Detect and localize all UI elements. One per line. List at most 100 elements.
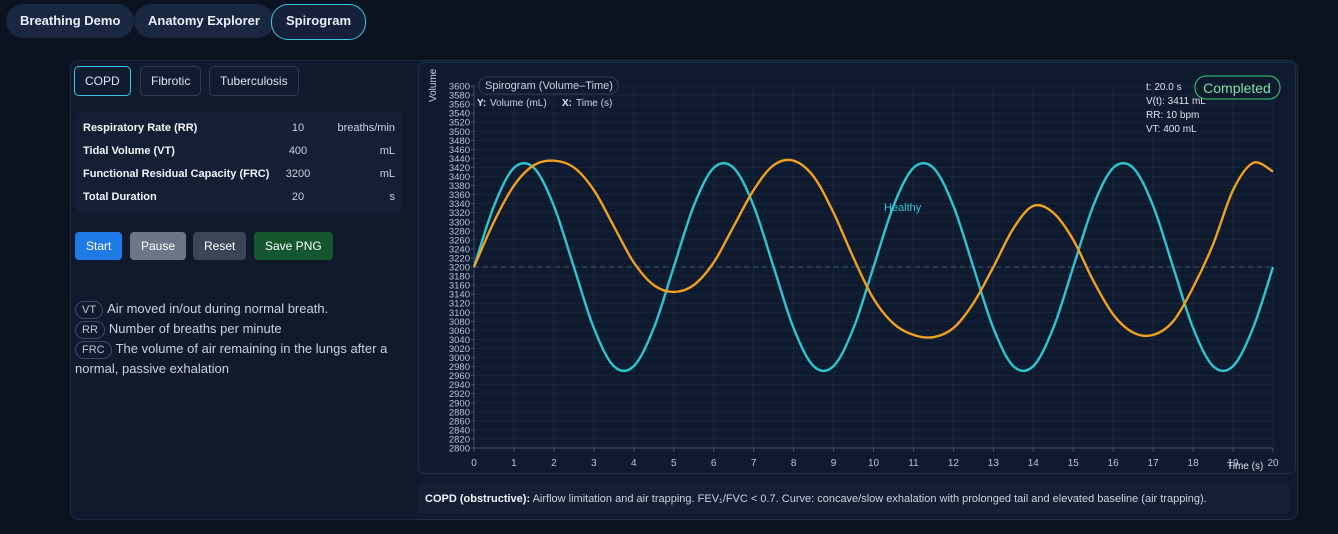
x-tick-label: 16 xyxy=(1108,458,1120,469)
y-hint-key: Y: xyxy=(477,98,486,109)
glossary-text: The volume of air remaining in the lungs… xyxy=(75,341,388,376)
x-tick-label: 20 xyxy=(1267,458,1279,469)
x-tick-label: 1 xyxy=(511,458,517,469)
button[interactable]: Reset xyxy=(193,232,247,260)
y-tick-label: 3440 xyxy=(449,154,470,165)
badge xyxy=(1194,75,1281,100)
y-tick-label: 3180 xyxy=(449,272,470,283)
y-tick-label: 3160 xyxy=(449,281,470,292)
status-line: t: 20.0 s xyxy=(1146,82,1182,93)
y-tick-label: 3200 xyxy=(449,263,470,274)
y-tick-label: 2800 xyxy=(449,444,470,455)
x-tick-label: 13 xyxy=(988,458,1000,469)
status-line: VT: 400 mL xyxy=(1146,124,1197,135)
y-tick-label: 3240 xyxy=(449,244,470,255)
y-tick-label: 3580 xyxy=(449,91,470,102)
condition-tab[interactable]: COPD xyxy=(74,66,131,96)
param-row: Total Duration 20 s xyxy=(83,191,395,209)
y-tick-label: 3260 xyxy=(449,235,470,246)
button[interactable]: Start xyxy=(75,232,123,260)
y-tick-label: 3380 xyxy=(449,181,470,192)
x-tick-label: 11 xyxy=(908,458,919,469)
y-tick-label: 2840 xyxy=(449,425,470,436)
param-value: 10 xyxy=(291,122,305,134)
chart: 2800282028402860288029002920294029602980… xyxy=(428,68,1281,472)
button[interactable]: Save PNG xyxy=(254,232,333,260)
y-tick-label: 3520 xyxy=(449,118,470,129)
y-tick-label: 2880 xyxy=(449,407,470,418)
param-label: Respiratory Rate (RR) xyxy=(83,122,198,134)
chart-title: Spirogram (Volume–Time) xyxy=(485,80,613,92)
y-tick-label: 2900 xyxy=(449,398,470,409)
y-tick-label: 2980 xyxy=(449,362,470,373)
x-tick-label: 5 xyxy=(671,458,677,469)
params-table: Respiratory Rate (RR) 10 breaths/min Tidal … xyxy=(76,112,402,212)
y-tick-label: 3400 xyxy=(449,172,470,183)
nav-tab[interactable]: Spirogram xyxy=(271,4,367,40)
nav-tab[interactable]: Anatomy Explorer xyxy=(134,4,274,38)
y-tick-label: 3420 xyxy=(449,163,470,174)
glossary-abbr: RR xyxy=(75,321,105,339)
y-tick-label: 3060 xyxy=(449,326,470,337)
y-tick-label: 3340 xyxy=(449,199,470,210)
y-tick-label: 3360 xyxy=(449,190,470,201)
x-tick-label: 19 xyxy=(1227,458,1239,469)
y-tick-label: 2940 xyxy=(449,380,470,391)
condition-tab[interactable]: Fibrotic xyxy=(140,66,202,96)
y-tick-label: 3600 xyxy=(449,82,470,93)
param-row: Respiratory Rate (RR) 10 breaths/min xyxy=(83,122,395,140)
y-tick-label: 3220 xyxy=(449,253,470,264)
y-tick-label: 3040 xyxy=(449,335,470,346)
status-line: V(t): 3411 mL xyxy=(1146,96,1206,107)
x-tick-label: 14 xyxy=(1028,458,1040,469)
x-tick-label: 10 xyxy=(868,458,880,469)
param-label: Tidal Volume (VT) xyxy=(83,145,175,157)
param-value: 3200 xyxy=(285,168,311,180)
x-tick-label: 7 xyxy=(751,458,757,469)
x-tick-label: 4 xyxy=(631,458,637,469)
x-tick-label: 15 xyxy=(1068,458,1080,469)
y-tick-label: 3140 xyxy=(449,290,470,301)
glossary-item: FRC The volume of air remaining in the lu… xyxy=(75,339,405,379)
y-tick-label: 3080 xyxy=(449,317,470,328)
x-tick-label: 18 xyxy=(1188,458,1200,469)
param-unit: breaths/min xyxy=(337,122,395,134)
x-tick-label: 2 xyxy=(551,458,557,469)
x-tick-label: 3 xyxy=(591,458,597,469)
badge-text: Completed xyxy=(1203,80,1271,96)
y-tick-label: 3460 xyxy=(449,145,470,156)
param-unit: s xyxy=(389,191,396,203)
x-hint: Time (s) xyxy=(576,98,612,109)
glossary-abbr: FRC xyxy=(75,341,112,359)
note-text: Airflow limitation and air trapping. FEV… xyxy=(532,493,1207,505)
x-tick-label: 0 xyxy=(471,458,477,469)
x-tick-label: 8 xyxy=(791,458,797,469)
title-box xyxy=(478,76,619,95)
glossary-item: VT Air moved in/out during normal breath. xyxy=(75,299,405,319)
note: COPD (obstructive): Airflow limitation a… xyxy=(418,484,1290,514)
param-value: 400 xyxy=(288,145,308,157)
param-unit: mL xyxy=(379,168,395,180)
y-tick-label: 3320 xyxy=(449,208,470,219)
y-tick-label: 3500 xyxy=(449,127,470,138)
condition-tab[interactable]: Tuberculosis xyxy=(209,66,299,96)
glossary-abbr: VT xyxy=(75,301,104,319)
x-tick-label: 12 xyxy=(948,458,960,469)
y-tick-label: 3100 xyxy=(449,308,470,319)
y-tick-label: 2960 xyxy=(449,371,470,382)
y-tick-label: 3280 xyxy=(449,226,470,237)
nav-tab[interactable]: Breathing Demo xyxy=(6,4,135,38)
line-series xyxy=(472,161,1275,373)
x-tick-label: 17 xyxy=(1148,458,1160,469)
param-label: Total Duration xyxy=(83,191,157,203)
y-tick-label: 2820 xyxy=(449,434,470,445)
line-series xyxy=(472,158,1274,339)
glossary-text: Number of breaths per minute xyxy=(108,321,282,336)
param-unit: mL xyxy=(379,145,395,157)
y-tick-label: 3300 xyxy=(449,217,470,228)
button[interactable]: Pause xyxy=(130,232,187,260)
status-line: RR: 10 bpm xyxy=(1146,110,1199,121)
y-tick-label: 3560 xyxy=(449,100,470,111)
y-tick-label: 3020 xyxy=(449,344,470,355)
